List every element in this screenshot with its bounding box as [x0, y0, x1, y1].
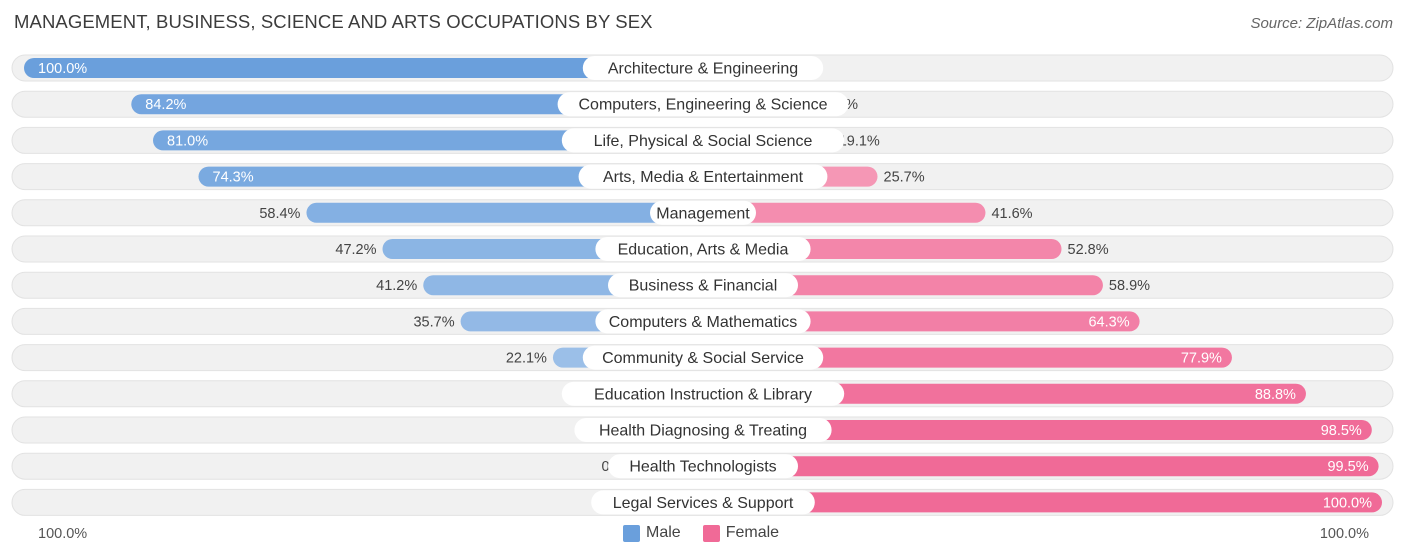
category-label: Arts, Media & Entertainment — [603, 169, 804, 186]
category-label-bg — [608, 273, 798, 298]
category-label: Computers & Mathematics — [609, 314, 798, 331]
female-value-label: 99.5% — [1327, 459, 1368, 475]
male-value-label: 84.2% — [145, 97, 186, 113]
female-bar — [703, 311, 1140, 332]
axis-right-label: 100.0% — [1319, 526, 1369, 542]
female-value-label: 77.9% — [1181, 351, 1222, 367]
category-label-bg — [561, 381, 845, 406]
legend-male-swatch — [623, 524, 640, 542]
category-label-bg — [582, 56, 824, 80]
legend-female-label: Female — [725, 524, 780, 541]
male-bar — [24, 58, 703, 78]
category-label: Life, Physical & Social Science — [594, 133, 813, 150]
female-value-label: 100.0% — [1323, 495, 1372, 511]
female-value-label: 64.3% — [1088, 314, 1129, 330]
male-value-label: 100.0% — [38, 61, 87, 77]
male-value-label: 81.0% — [167, 133, 208, 149]
male-bar — [306, 202, 703, 223]
female-value-label: 88.8% — [1255, 387, 1296, 403]
male-value-label: 47.2% — [335, 242, 376, 258]
category-label: Health Technologists — [629, 459, 776, 476]
category-label: Management — [656, 205, 750, 222]
male-value-label: 41.2% — [376, 278, 417, 294]
legend-female: Female — [702, 524, 780, 542]
category-label-bg — [595, 237, 811, 261]
category-label-bg — [595, 309, 811, 334]
female-bar — [703, 492, 1382, 513]
female-value-label: 98.5% — [1321, 423, 1362, 439]
female-value-label: 52.8% — [1068, 242, 1109, 258]
category-label: Business & Financial — [629, 278, 778, 295]
male-bar — [198, 166, 704, 187]
female-value-label: 19.1% — [839, 133, 880, 149]
category-label: Computers, Engineering & Science — [578, 97, 827, 114]
female-bar — [703, 202, 986, 223]
category-label: Education Instruction & Library — [594, 386, 812, 403]
male-value-label: 22.1% — [506, 351, 547, 367]
chart-title: MANAGEMENT, BUSINESS, SCIENCE AND ARTS O… — [14, 11, 653, 32]
axis-left-label: 100.0% — [38, 526, 88, 542]
female-bar — [703, 456, 1379, 477]
category-label: Education, Arts & Media — [618, 242, 789, 259]
category-label-bg — [561, 128, 845, 153]
category-label-bg — [591, 490, 815, 515]
category-label: Community & Social Service — [602, 350, 804, 367]
female-value-label: 58.9% — [1109, 278, 1150, 294]
male-value-label: 35.7% — [413, 314, 454, 330]
female-value-label: 25.7% — [884, 170, 925, 186]
category-label-bg — [650, 200, 756, 225]
female-bar — [703, 347, 1232, 368]
category-label-bg — [608, 454, 798, 479]
chart: 100.0%0.0%Architecture & Engineering84.2… — [11, 54, 1394, 516]
female-bar — [703, 275, 1103, 296]
male-value-label: 74.3% — [213, 170, 254, 186]
female-bar — [703, 383, 1306, 404]
category-label-bg — [574, 418, 832, 442]
legend: Male Female — [623, 524, 801, 542]
category-label: Architecture & Engineering — [608, 61, 798, 78]
category-label-bg — [557, 92, 849, 117]
legend-male-label: Male — [646, 524, 681, 541]
source-credit: Source: ZipAtlas.com — [1250, 15, 1393, 32]
legend-male: Male — [623, 524, 681, 542]
category-label-bg — [578, 164, 828, 189]
female-bar — [703, 420, 1372, 440]
category-label: Legal Services & Support — [613, 495, 794, 512]
female-value-label: 41.6% — [991, 206, 1032, 222]
legend-female-swatch — [702, 524, 720, 542]
male-value-label: 58.4% — [259, 206, 300, 222]
category-label: Health Diagnosing & Treating — [599, 423, 807, 440]
category-label-bg — [582, 345, 824, 370]
